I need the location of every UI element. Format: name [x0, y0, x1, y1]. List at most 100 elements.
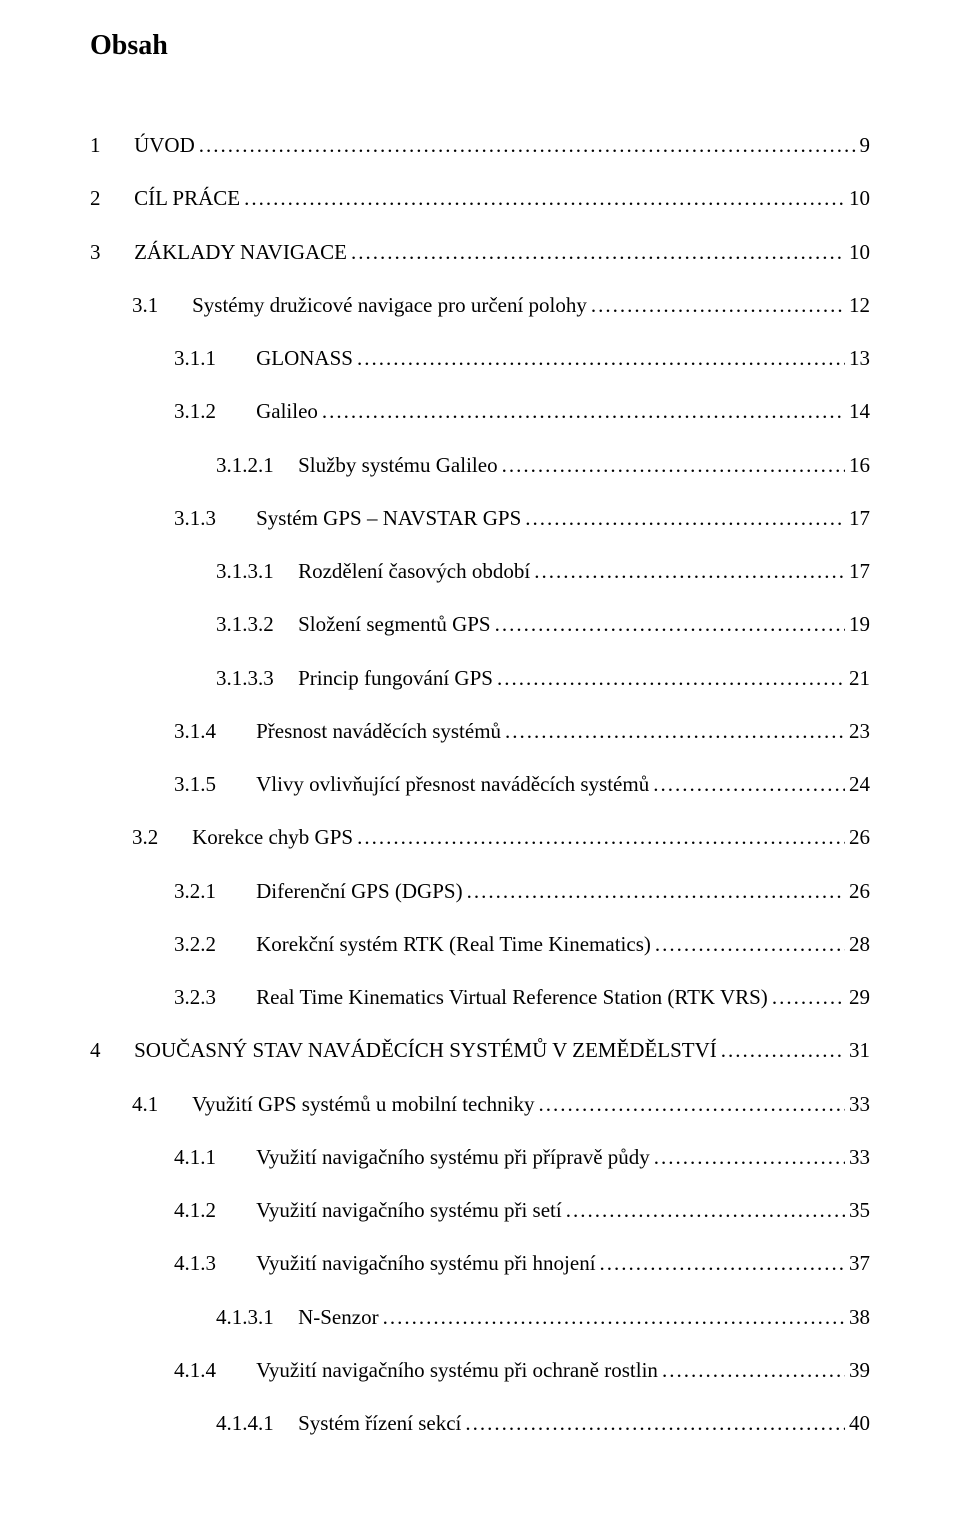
toc-entry-label: Galileo: [254, 398, 318, 424]
toc-entry: 4.1.4Využití navigačního systému při och…: [90, 1357, 870, 1383]
toc-entry-number: 4.1: [132, 1091, 190, 1117]
toc-entry-page: 40: [849, 1410, 870, 1436]
toc-leader-dots: [772, 984, 845, 1010]
toc-entry-label: Real Time Kinematics Virtual Reference S…: [254, 984, 768, 1010]
toc-entry-label: Rozdělení časových období: [296, 558, 530, 584]
toc-entry-number: 4.1.1: [174, 1144, 254, 1170]
toc-entry-number: 3.1.2.1: [216, 452, 296, 478]
toc-entry-page: 39: [849, 1357, 870, 1383]
toc-leader-dots: [244, 185, 845, 211]
toc-entry: 3.1.4Přesnost naváděcích systémů23: [90, 718, 870, 744]
toc-entry-number: 3.2.2: [174, 931, 254, 957]
toc-entry: 3.2Korekce chyb GPS 26: [90, 824, 870, 850]
toc-entry-label: Korekce chyb GPS: [190, 824, 353, 850]
toc-entry: 4.1Využití GPS systémů u mobilní technik…: [90, 1091, 870, 1117]
toc-leader-dots: [505, 718, 845, 744]
toc-entry-number: 3.1.1: [174, 345, 254, 371]
toc-entry-label: Využití navigačního systému při setí: [254, 1197, 562, 1223]
toc-entry-page: 10: [849, 239, 870, 265]
toc-entry-label: Systémy družicové navigace pro určení po…: [190, 292, 587, 318]
toc-entry-page: 16: [849, 452, 870, 478]
toc-entry: 4.1.4.1Systém řízení sekcí 40: [90, 1410, 870, 1436]
toc-entry-number: 3.1.2: [174, 398, 254, 424]
toc-entry-page: 24: [849, 771, 870, 797]
toc-leader-dots: [199, 132, 856, 158]
toc-entry-label: ÚVOD: [132, 132, 195, 158]
toc-entry-label: Využití navigačního systému při přípravě…: [254, 1144, 650, 1170]
toc-entry-label: Diferenční GPS (DGPS): [254, 878, 463, 904]
toc-entry: 3.1.1GLONASS 13: [90, 345, 870, 371]
toc-entry-number: 4.1.2: [174, 1197, 254, 1223]
toc-entry: 4SOUČASNÝ STAV NAVÁDĚCÍCH SYSTÉMŮ V ZEMĚ…: [90, 1037, 870, 1063]
document-page: Obsah 1ÚVOD92CÍL PRÁCE103ZÁKLADY NAVIGAC…: [0, 0, 960, 1539]
toc-entry-page: 33: [849, 1091, 870, 1117]
toc-entry-number: 3.1: [132, 292, 190, 318]
toc-entry-label: Přesnost naváděcích systémů: [254, 718, 501, 744]
toc-entry-number: 4: [90, 1037, 132, 1063]
toc-entry-number: 4.1.4.1: [216, 1410, 296, 1436]
toc-list: 1ÚVOD92CÍL PRÁCE103ZÁKLADY NAVIGACE103.1…: [90, 132, 870, 1436]
toc-entry-label: Využití navigačního systému při ochraně …: [254, 1357, 658, 1383]
toc-entry-page: 13: [849, 345, 870, 371]
toc-entry-label: Systém GPS – NAVSTAR GPS: [254, 505, 521, 531]
toc-leader-dots: [351, 239, 845, 265]
toc-entry-number: 3.1.3: [174, 505, 254, 531]
toc-entry: 3.1.2.1Služby systému Galileo 16: [90, 452, 870, 478]
toc-entry-label: GLONASS: [254, 345, 353, 371]
toc-entry: 3.1.2Galileo14: [90, 398, 870, 424]
toc-entry-page: 35: [849, 1197, 870, 1223]
toc-entry-label: Princip fungování GPS: [296, 665, 493, 691]
toc-entry: 3ZÁKLADY NAVIGACE 10: [90, 239, 870, 265]
toc-title: Obsah: [90, 30, 870, 62]
toc-entry-label: Využití GPS systémů u mobilní techniky: [190, 1091, 535, 1117]
toc-entry-label: Korekční systém RTK (Real Time Kinematic…: [254, 931, 651, 957]
toc-entry: 4.1.3Využití navigačního systému při hno…: [90, 1250, 870, 1276]
toc-leader-dots: [655, 931, 845, 957]
toc-leader-dots: [654, 1144, 845, 1170]
toc-entry: 2CÍL PRÁCE10: [90, 185, 870, 211]
toc-entry-page: 28: [849, 931, 870, 957]
toc-leader-dots: [653, 771, 845, 797]
toc-entry-number: 3.1.5: [174, 771, 254, 797]
toc-entry-page: 37: [849, 1250, 870, 1276]
toc-entry-page: 38: [849, 1304, 870, 1330]
toc-entry: 3.1.3.3Princip fungování GPS21: [90, 665, 870, 691]
toc-entry-page: 31: [849, 1037, 870, 1063]
toc-entry-label: ZÁKLADY NAVIGACE: [132, 239, 347, 265]
toc-leader-dots: [721, 1037, 845, 1063]
toc-entry-label: Služby systému Galileo: [296, 452, 498, 478]
toc-entry: 4.1.3.1N-Senzor 38: [90, 1304, 870, 1330]
toc-entry-number: 4.1.4: [174, 1357, 254, 1383]
toc-leader-dots: [465, 1410, 845, 1436]
toc-entry-number: 4.1.3.1: [216, 1304, 296, 1330]
toc-entry: 3.2.1Diferenční GPS (DGPS) 26: [90, 878, 870, 904]
toc-entry-number: 3: [90, 239, 132, 265]
toc-entry-page: 26: [849, 878, 870, 904]
toc-leader-dots: [495, 611, 845, 637]
toc-entry-page: 26: [849, 824, 870, 850]
toc-entry-label: Složení segmentů GPS: [296, 611, 491, 637]
toc-leader-dots: [525, 505, 845, 531]
toc-leader-dots: [662, 1357, 845, 1383]
toc-entry: 3.1.5Vlivy ovlivňující přesnost naváděcí…: [90, 771, 870, 797]
toc-entry-number: 2: [90, 185, 132, 211]
toc-entry-label: SOUČASNÝ STAV NAVÁDĚCÍCH SYSTÉMŮ V ZEMĚD…: [132, 1037, 717, 1063]
toc-entry: 3.1.3Systém GPS – NAVSTAR GPS17: [90, 505, 870, 531]
toc-leader-dots: [357, 824, 845, 850]
toc-entry-label: Využití navigačního systému při hnojení: [254, 1250, 596, 1276]
toc-entry-label: Vlivy ovlivňující přesnost naváděcích sy…: [254, 771, 649, 797]
toc-leader-dots: [539, 1091, 845, 1117]
toc-leader-dots: [322, 398, 845, 424]
toc-entry-number: 3.1.3.3: [216, 665, 296, 691]
toc-entry-label: Systém řízení sekcí: [296, 1410, 461, 1436]
toc-leader-dots: [591, 292, 845, 318]
toc-entry-number: 3.2: [132, 824, 190, 850]
toc-leader-dots: [383, 1304, 845, 1330]
toc-leader-dots: [566, 1197, 845, 1223]
toc-entry: 3.1.3.1Rozdělení časových období17: [90, 558, 870, 584]
toc-entry-number: 3.1.4: [174, 718, 254, 744]
toc-entry-label: N-Senzor: [296, 1304, 379, 1330]
toc-entry-number: 3.2.1: [174, 878, 254, 904]
toc-entry: 3.1.3.2Složení segmentů GPS19: [90, 611, 870, 637]
toc-entry-page: 12: [849, 292, 870, 318]
